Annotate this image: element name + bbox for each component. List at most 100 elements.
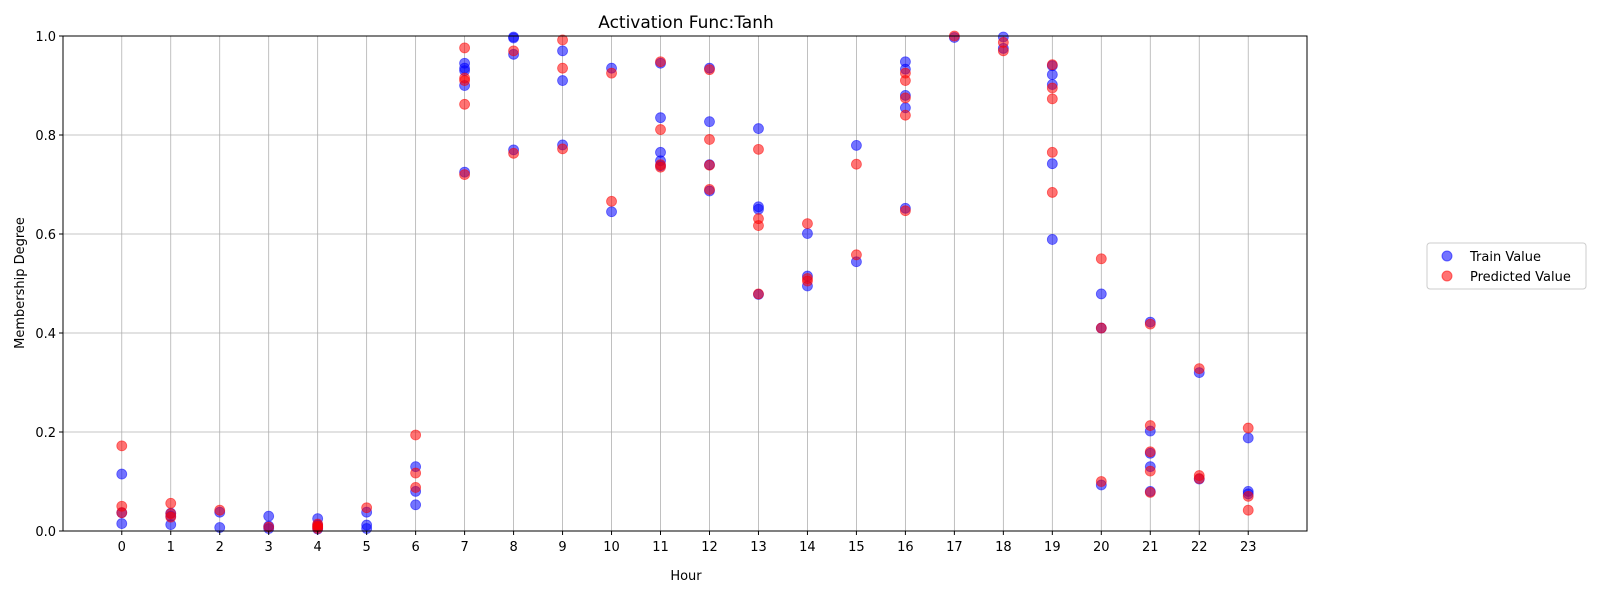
- predicted-value-point: [899, 75, 911, 86]
- predicted-value-point: [1144, 318, 1156, 330]
- predicted-value-point: [851, 249, 862, 261]
- predicted-value-point: [459, 169, 471, 181]
- predicted-value-point: [508, 45, 519, 57]
- train-value-point: [1046, 69, 1058, 81]
- predicted-value-point: [459, 75, 471, 86]
- predicted-value-point: [1193, 473, 1205, 484]
- x-tick-label: 15: [848, 540, 865, 555]
- predicted-value-point: [410, 467, 422, 479]
- legend-label-train: Train Value: [1469, 250, 1541, 265]
- predicted-value-point: [1046, 146, 1058, 158]
- predicted-value-point: [116, 507, 128, 519]
- predicted-value-point: [1046, 59, 1058, 71]
- y-tick-label: 0.2: [35, 426, 56, 441]
- predicted-value-point: [655, 161, 666, 173]
- x-tick-label: 23: [1240, 540, 1257, 555]
- predicted-value-point: [1144, 486, 1156, 498]
- x-tick-label: 11: [652, 540, 669, 555]
- predicted-value-point: [459, 98, 471, 110]
- predicted-value-point: [1242, 490, 1254, 502]
- data-points: [116, 30, 1254, 535]
- predicted-value-point: [1095, 253, 1107, 265]
- predicted-value-point: [1144, 446, 1156, 458]
- x-tick-label: 0: [118, 540, 126, 555]
- predicted-value-point: [753, 288, 764, 300]
- y-tick-label: 1.0: [35, 30, 56, 45]
- predicted-value-point: [361, 502, 373, 514]
- predicted-value-point: [802, 275, 813, 287]
- predicted-value-point: [899, 205, 911, 217]
- predicted-value-point: [1144, 465, 1156, 477]
- legend-marker-predicted: [1441, 270, 1453, 282]
- predicted-value-point: [1046, 93, 1058, 105]
- predicted-value-point: [410, 429, 422, 441]
- train-value-point: [116, 518, 128, 529]
- x-tick-label: 12: [701, 540, 718, 555]
- train-value-point: [263, 510, 275, 522]
- predicted-value-point: [655, 124, 666, 135]
- x-axis-label: Hour: [670, 569, 702, 584]
- y-tick-label: 0.0: [35, 525, 56, 540]
- y-tick-label: 0.6: [35, 228, 56, 243]
- train-value-series: [116, 31, 1254, 535]
- x-tick-label: 9: [558, 540, 566, 555]
- train-value-point: [508, 32, 519, 44]
- predicted-value-point: [557, 143, 568, 155]
- x-tick-label: 8: [509, 540, 517, 555]
- predicted-value-point: [1242, 422, 1254, 434]
- predicted-value-point: [165, 497, 177, 509]
- predicted-value-point: [165, 511, 177, 523]
- x-tick-label: 16: [897, 540, 914, 555]
- train-value-point: [802, 228, 813, 239]
- train-value-point: [557, 75, 568, 86]
- predicted-value-point: [1046, 82, 1058, 94]
- x-tick-label: 5: [363, 540, 371, 555]
- predicted-value-point: [802, 218, 813, 230]
- train-value-point: [1046, 234, 1058, 245]
- legend-box: [1426, 242, 1587, 290]
- chart-title: Activation Func:Tanh: [598, 13, 774, 33]
- legend-marker-train: [1441, 250, 1453, 262]
- predicted-value-point: [410, 482, 422, 493]
- train-value-point: [116, 468, 128, 480]
- train-value-point: [1046, 158, 1058, 170]
- legend: Train Value Predicted Value: [1426, 242, 1587, 290]
- y-tick-label: 0.4: [35, 327, 56, 342]
- predicted-value-point: [704, 159, 715, 171]
- x-tick-label: 21: [1142, 540, 1159, 555]
- x-tick-label: 19: [1044, 540, 1061, 555]
- predicted-value-point: [704, 134, 715, 145]
- predicted-value-point: [557, 62, 568, 74]
- x-tick-label: 18: [995, 540, 1012, 555]
- x-tick-label: 22: [1191, 540, 1208, 555]
- predicted-value-point: [606, 67, 617, 79]
- train-value-point: [606, 206, 617, 218]
- x-tick-label: 7: [460, 540, 468, 555]
- predicted-value-series: [116, 30, 1254, 534]
- predicted-value-point: [655, 56, 666, 68]
- predicted-value-point: [116, 440, 128, 452]
- predicted-value-point: [753, 220, 764, 231]
- predicted-value-point: [704, 64, 715, 76]
- train-value-point: [1095, 288, 1107, 300]
- predicted-value-point: [214, 504, 226, 516]
- x-tick-label: 20: [1093, 540, 1110, 555]
- train-value-point: [753, 123, 764, 134]
- x-tick-label: 17: [946, 540, 963, 555]
- train-value-point: [1242, 432, 1254, 444]
- predicted-value-point: [997, 45, 1009, 57]
- x-tick-label: 10: [603, 540, 620, 555]
- predicted-value-point: [557, 34, 568, 46]
- x-tick-label: 6: [411, 540, 419, 555]
- predicted-value-point: [753, 143, 764, 155]
- train-value-point: [704, 116, 715, 128]
- predicted-value-point: [1095, 322, 1107, 334]
- x-tick-label: 3: [265, 540, 273, 555]
- legend-label-predicted: Predicted Value: [1470, 270, 1571, 285]
- x-tick-label: 1: [167, 540, 175, 555]
- predicted-value-point: [1193, 363, 1205, 375]
- predicted-value-point: [508, 147, 519, 159]
- train-value-point: [851, 139, 862, 151]
- predicted-value-point: [1095, 476, 1107, 487]
